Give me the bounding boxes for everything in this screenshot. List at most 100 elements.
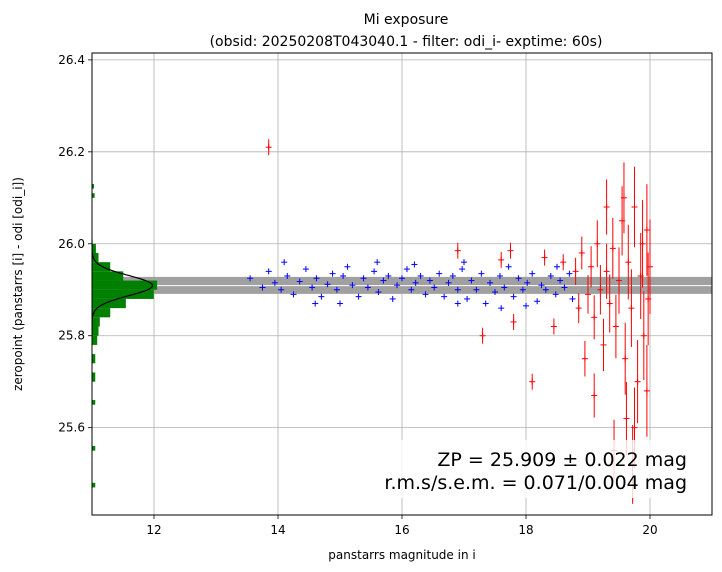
x-tick-label: 14: [270, 523, 285, 537]
histogram-bar: [92, 446, 96, 451]
histogram-bar: [92, 280, 158, 290]
selected-point: [510, 293, 517, 300]
rejected-point: [603, 243, 610, 299]
selected-point: [278, 286, 285, 293]
selected-point: [318, 293, 325, 300]
selected-point: [487, 279, 494, 286]
selected-point: [284, 272, 291, 279]
x-axis-ticks: 12 14 16 18 20: [146, 515, 658, 537]
rejected-point: [454, 242, 461, 259]
y-tick-label: 26.4: [58, 53, 85, 67]
selected-point: [329, 270, 336, 277]
selected-point: [464, 295, 471, 302]
rejected-point: [609, 217, 616, 279]
rejected-point: [616, 247, 622, 314]
rejected-point: [581, 340, 588, 377]
rejected-point: [541, 249, 548, 266]
histogram-bar: [92, 400, 96, 405]
selected-point: [313, 275, 320, 282]
y-tick-label: 26.2: [58, 145, 85, 159]
selected-point: [468, 277, 475, 284]
y-tick-label: 25.8: [58, 329, 85, 343]
histogram-bar: [92, 482, 96, 488]
histogram-bar: [92, 317, 100, 327]
selected-point: [501, 284, 508, 291]
selected-point: [422, 291, 429, 298]
selected-point: [296, 278, 303, 285]
selected-point: [290, 291, 297, 298]
histogram-bar: [92, 184, 94, 189]
rejected-point: [639, 199, 646, 288]
selected-point: [566, 270, 573, 277]
plot-area: [91, 52, 713, 516]
rejected-point: [265, 139, 272, 156]
rejected-point: [600, 318, 607, 372]
histogram-bar: [92, 372, 96, 382]
rejected-point: [647, 219, 653, 314]
selected-point: [542, 286, 549, 293]
rejected-point: [550, 318, 557, 335]
selected-point: [385, 272, 392, 279]
chart-subtitle: (obsid: 20250208T043040.1 - filter: odi_…: [210, 34, 603, 50]
selected-point: [403, 266, 410, 273]
histogram-bar: [92, 262, 111, 272]
selected-point: [515, 275, 522, 282]
selected-point: [498, 305, 505, 312]
selected-point: [538, 282, 545, 289]
rejected-point: [612, 294, 619, 359]
selected-point: [496, 272, 503, 279]
selected-point: [333, 286, 340, 293]
gaussian-fit-curve: [92, 239, 154, 332]
selected-point: [505, 263, 512, 270]
rejected-point: [572, 257, 579, 285]
histogram-bar: [92, 308, 111, 318]
selected-point: [408, 286, 415, 293]
rejected-point: [510, 313, 517, 330]
selected-point: [375, 289, 382, 296]
rejected-point: [498, 251, 505, 268]
rejected-point: [591, 373, 598, 418]
histogram-bar: [92, 335, 98, 345]
rejected-point: [529, 373, 536, 390]
selected-point: [417, 272, 424, 279]
selected-point: [271, 279, 278, 286]
selected-point: [519, 286, 526, 293]
selected-point: [312, 300, 319, 307]
rejected-point: [622, 322, 629, 395]
selected-point: [529, 270, 536, 277]
selected-point: [349, 282, 356, 289]
histogram-bar: [92, 271, 124, 281]
selected-point: [426, 277, 433, 284]
selected-point: [431, 284, 438, 291]
histogram-bar: [92, 193, 95, 198]
y-tick-label: 26.0: [58, 237, 85, 251]
selected-point: [380, 277, 387, 284]
rejected-point: [479, 327, 486, 344]
selected-point: [265, 268, 272, 275]
annotation-backdrop: [352, 440, 694, 498]
rejected-point: [631, 166, 638, 248]
selected-point: [371, 268, 378, 275]
rejected-point: [588, 246, 595, 288]
histogram: [92, 184, 158, 488]
selected-point: [340, 272, 347, 279]
selected-point: [247, 275, 254, 282]
selected-point: [337, 300, 343, 307]
selected-point: [374, 259, 381, 266]
selected-point: [445, 279, 452, 286]
y-axis-ticks: 25.6 25.8 26.0 26.2 26.4: [58, 53, 92, 435]
histogram-bar: [92, 289, 154, 299]
selected-point: [360, 275, 367, 282]
selected-point: [302, 266, 309, 273]
rejected-point: [591, 295, 598, 340]
rejected-point: [603, 179, 610, 235]
data-points: [247, 139, 653, 504]
selected-point: [454, 300, 461, 307]
selected-point: [281, 259, 288, 266]
selected-point: [324, 281, 331, 288]
rejected-point: [507, 242, 514, 259]
selected-point: [344, 263, 351, 270]
x-axis-label: panstarrs magnitude in i: [328, 548, 475, 562]
zp-band: [92, 276, 712, 294]
